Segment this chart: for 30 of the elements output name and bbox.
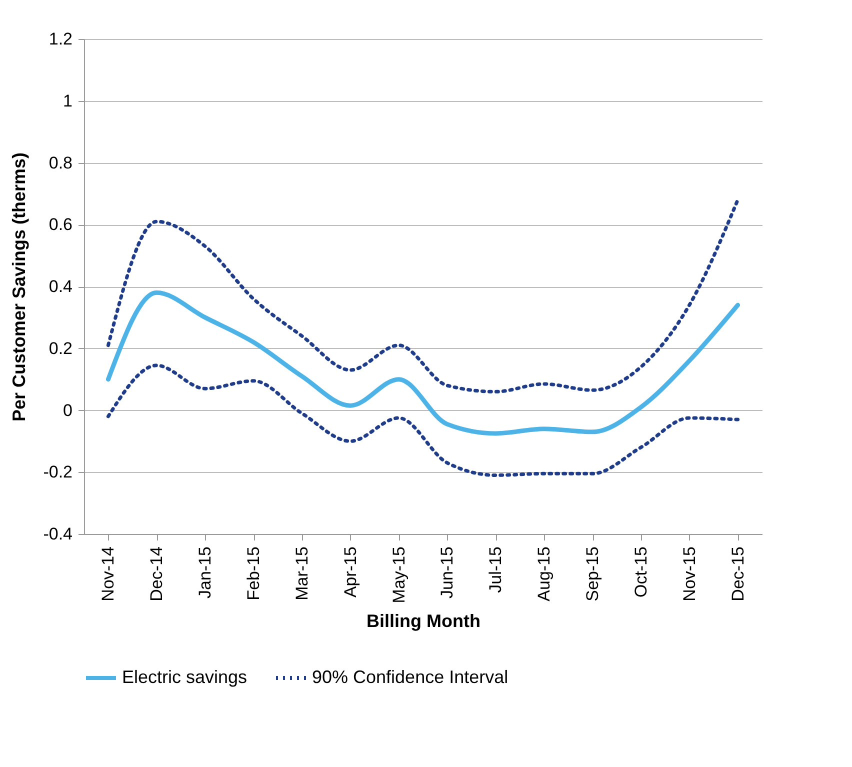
y-tick-label: 1 xyxy=(63,91,72,110)
x-tick-label: Mar-15 xyxy=(292,546,312,600)
x-tick-label: May-15 xyxy=(389,546,408,604)
legend-label: Electric savings xyxy=(122,667,248,687)
x-axis-title: Billing Month xyxy=(366,611,480,632)
line-series xyxy=(106,290,740,436)
x-tick-label: Oct-15 xyxy=(631,546,650,598)
x-tick-label: Dec-14 xyxy=(147,546,166,602)
y-tick-label: 0.8 xyxy=(48,153,72,172)
y-tick-label: 1.2 xyxy=(48,30,72,48)
x-tick-label: Jun-15 xyxy=(438,546,457,598)
line-series xyxy=(106,364,740,477)
legend-label: 90% Confidence Interval xyxy=(312,667,508,687)
y-tick-label: 0.2 xyxy=(48,338,72,358)
y-tick-label: -0.4 xyxy=(43,524,72,544)
x-tick-label: Feb-15 xyxy=(244,546,263,600)
x-tick-label: Dec-15 xyxy=(728,546,748,602)
y-tick-label: 0 xyxy=(63,400,72,420)
y-tick-label: 0.4 xyxy=(48,277,72,296)
x-tick-label: Apr-15 xyxy=(340,546,360,598)
x-tick-label: Aug-15 xyxy=(534,546,554,602)
line-series xyxy=(106,198,740,394)
x-tick-label: Sep-15 xyxy=(583,546,602,602)
x-tick-label: Jan-15 xyxy=(196,546,215,598)
x-tick-label: Jul-15 xyxy=(486,546,506,593)
y-tick-label: -0.2 xyxy=(43,462,72,482)
x-tick-label: Nov-15 xyxy=(680,546,699,602)
y-tick-label: 0.6 xyxy=(48,215,72,234)
x-tick-label: Nov-14 xyxy=(98,546,118,602)
y-axis-title: Per Customer Savings (therms) xyxy=(9,152,30,422)
